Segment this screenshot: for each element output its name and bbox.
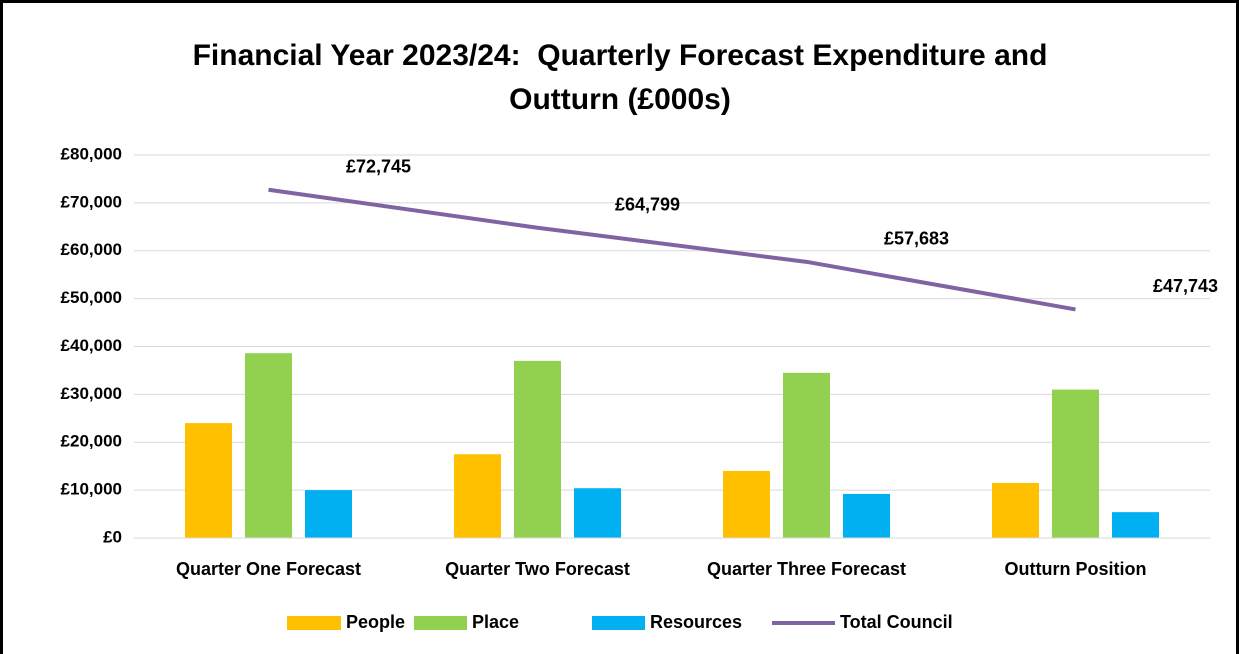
y-tick-label: £60,000: [61, 240, 122, 259]
y-tick-label: £40,000: [61, 336, 122, 355]
y-tick-label: £70,000: [61, 192, 122, 211]
bar: [843, 493, 890, 538]
y-tick-label: £50,000: [61, 288, 122, 307]
data-label: £72,745: [346, 156, 411, 176]
bar: [723, 470, 770, 538]
y-tick-label: £80,000: [61, 144, 122, 163]
legend-label: People: [346, 612, 405, 632]
y-tick-label: £20,000: [61, 432, 122, 451]
legend-label: Resources: [650, 612, 742, 632]
x-tick-label: Quarter Two Forecast: [445, 559, 630, 579]
y-tick-label: £0: [103, 527, 122, 546]
x-tick-label: Outturn Position: [1005, 559, 1147, 579]
line-series: [268, 187, 1076, 312]
bar: [454, 454, 501, 538]
bar: [1112, 512, 1159, 538]
y-tick-label: £30,000: [61, 384, 122, 403]
chart-title: Outturn (£000s): [509, 83, 731, 116]
bar: [305, 490, 352, 538]
bar: [514, 360, 561, 538]
legend-swatch: [414, 616, 467, 630]
legend-label: Place: [472, 612, 519, 632]
legend-label: Total Council: [840, 612, 953, 632]
data-label: £47,743: [1153, 276, 1218, 296]
chart-title: Financial Year 2023/24: Quarterly Foreca…: [193, 39, 1048, 72]
data-label: £57,683: [884, 229, 949, 249]
y-tick-label: £10,000: [61, 480, 122, 499]
legend-swatch: [592, 616, 645, 630]
x-tick-label: Quarter Three Forecast: [707, 559, 906, 579]
bar: [185, 423, 232, 538]
x-tick-label: Quarter One Forecast: [176, 559, 361, 579]
bar: [783, 372, 830, 538]
bar: [245, 353, 292, 538]
data-label: £64,799: [615, 195, 680, 215]
legend-swatch: [287, 616, 341, 630]
bar: [574, 488, 621, 538]
bar: [992, 482, 1039, 538]
bar: [1052, 389, 1099, 538]
